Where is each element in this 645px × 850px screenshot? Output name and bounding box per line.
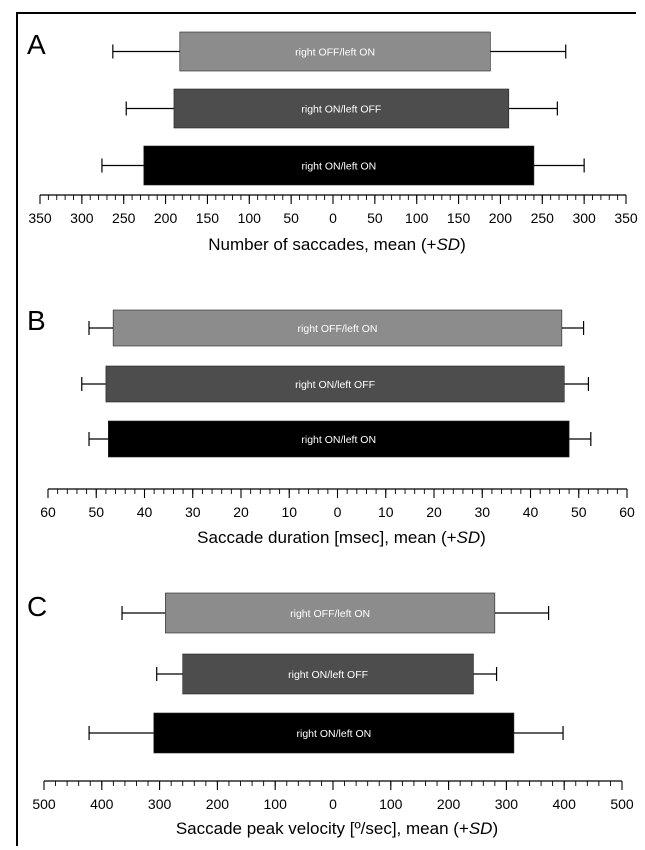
tick-label: 10 <box>378 504 394 520</box>
tick-label: 40 <box>523 504 539 520</box>
x-axis-title: Saccade duration [msec], mean (+SD) <box>197 528 486 547</box>
tick-label: 20 <box>426 504 442 520</box>
bar-label: right OFF/left ON <box>298 323 378 335</box>
tick-label: 300 <box>572 210 596 226</box>
tick-label: 350 <box>28 210 52 226</box>
bar-label: right OFF/left ON <box>295 47 375 59</box>
tick-label: 300 <box>70 210 94 226</box>
bar-label: right ON/left ON <box>302 161 377 173</box>
tick-label: 250 <box>112 210 136 226</box>
tick-label: 0 <box>329 796 337 812</box>
tick-label: 300 <box>495 796 519 812</box>
tick-label: 50 <box>367 210 383 226</box>
tick-label: 200 <box>206 796 230 812</box>
tick-label: 200 <box>489 210 513 226</box>
tick-label: 30 <box>474 504 490 520</box>
tick-label: 50 <box>88 504 104 520</box>
bar-label: right ON/left OFF <box>288 669 368 681</box>
tick-label: 500 <box>32 796 56 812</box>
tick-label: 0 <box>329 210 337 226</box>
tick-label: 60 <box>40 504 56 520</box>
bar <box>153 712 515 754</box>
bar-label: right ON/left ON <box>301 434 376 446</box>
tick-label: 100 <box>238 210 262 226</box>
figure-frame <box>16 12 636 846</box>
tick-label: 10 <box>281 504 297 520</box>
bar-label: right ON/left OFF <box>295 379 375 391</box>
bar <box>108 420 570 458</box>
bar <box>143 145 535 186</box>
bar-label: right OFF/left ON <box>290 608 370 620</box>
tick-label: 100 <box>405 210 429 226</box>
tick-label: 30 <box>185 504 201 520</box>
bar <box>105 365 565 403</box>
tick-label: 50 <box>283 210 299 226</box>
bar <box>173 88 510 129</box>
tick-label: 200 <box>154 210 178 226</box>
bar-label: right ON/left ON <box>297 728 372 740</box>
tick-label: 20 <box>233 504 249 520</box>
bar <box>179 31 491 72</box>
bar <box>165 592 496 634</box>
tick-label: 50 <box>571 504 587 520</box>
tick-label: 350 <box>614 210 638 226</box>
bar <box>182 653 474 695</box>
tick-label: 60 <box>619 504 635 520</box>
tick-label: 400 <box>90 796 114 812</box>
tick-label: 400 <box>553 796 577 812</box>
tick-label: 40 <box>137 504 153 520</box>
bar <box>112 309 563 347</box>
tick-label: 100 <box>379 796 403 812</box>
tick-label: 250 <box>531 210 555 226</box>
panel-label: B <box>27 305 46 336</box>
tick-label: 150 <box>196 210 220 226</box>
panel-label: C <box>27 591 47 622</box>
tick-label: 100 <box>264 796 288 812</box>
tick-label: 300 <box>148 796 172 812</box>
bar-label: right ON/left OFF <box>301 104 381 116</box>
tick-label: 0 <box>334 504 342 520</box>
tick-label: 500 <box>610 796 634 812</box>
panel-label: A <box>27 29 46 60</box>
tick-label: 200 <box>437 796 461 812</box>
x-axis-title: Saccade peak velocity [º/sec], mean (+SD… <box>176 819 498 838</box>
tick-label: 150 <box>447 210 471 226</box>
x-axis-title: Number of saccades, mean (+SD) <box>208 235 466 254</box>
